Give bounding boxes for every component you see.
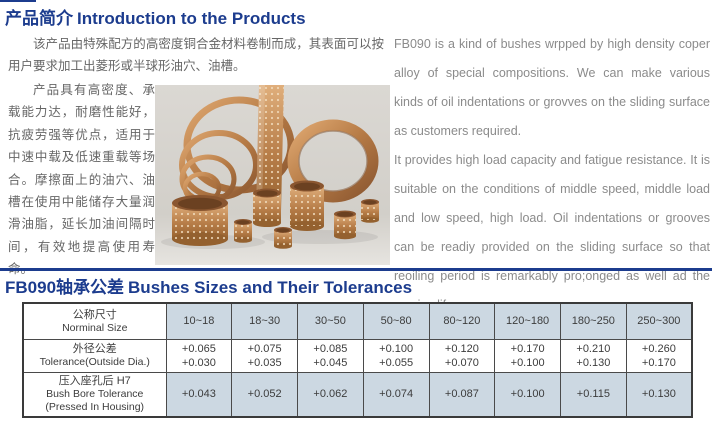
section-divider-rule (0, 268, 712, 271)
tolerances-section-title: FB090轴承公差 Bushes Sizes and Their Toleranc… (5, 273, 412, 298)
table-row-nominal-size: 公称尺寸 Norminal Size 10~18 18~30 30~50 50~… (22, 302, 693, 340)
bore-tolerance-cell: +0.130 (625, 371, 693, 418)
intro-section-title: 产品简介 Introduction to the Products (5, 4, 306, 29)
large-ring-right (287, 119, 379, 203)
intro-chinese-paragraph-1: 该产品由特殊配方的高密度铜合金材料卷制而成，其表面可以按用户要求加工出菱形或半球… (8, 37, 384, 73)
outside-dia-cell: +0.100 +0.055 (362, 338, 430, 373)
size-header-cell: 250~300 (625, 302, 693, 340)
perforated-copper-strip (256, 85, 284, 211)
intro-english-paragraph-2: It provides high load capacity and fatig… (394, 153, 710, 312)
table-row-bush-bore-tolerance: 压入座孔后 H7 Bush Bore Tolerance (Pressed In… (22, 371, 693, 418)
product-photo-bronze-bushings (155, 85, 390, 265)
outside-dia-cell: +0.170 +0.100 (494, 338, 561, 373)
intro-english-text: FB090 is a kind of bushes wrpped by high… (394, 30, 710, 320)
row-label-outside-diameter: 外径公差 Tolerance(Outside Dia.) (22, 338, 167, 373)
bore-tolerance-cell: +0.115 (560, 371, 627, 418)
bush-cylinder-medium-2 (290, 180, 324, 231)
row-label-bush-bore: 压入座孔后 H7 Bush Bore Tolerance (Pressed In… (22, 371, 167, 418)
bore-tolerance-cell: +0.087 (428, 371, 496, 418)
outside-dia-cell: +0.065 +0.030 (165, 338, 233, 373)
page-top-accent-mark (0, 0, 36, 2)
size-header-cell: 18~30 (231, 302, 298, 340)
size-header-cell: 30~50 (297, 302, 364, 340)
outside-dia-cell: +0.260 +0.170 (625, 338, 693, 373)
tolerances-title-zh: FB090轴承公差 (5, 278, 125, 297)
bush-cylinder-medium-1 (253, 188, 281, 227)
outside-dia-cell: +0.085 +0.045 (297, 338, 364, 373)
tolerances-title-en: Bushes Sizes and Their Tolerances (128, 278, 413, 297)
table-row-outside-diameter-tolerance: 外径公差 Tolerance(Outside Dia.) +0.065 +0.03… (22, 338, 693, 373)
bush-cylinder-small-group (234, 199, 379, 249)
outside-dia-cell: +0.210 +0.130 (560, 338, 627, 373)
intro-english-paragraph-1: FB090 is a kind of bushes wrpped by high… (394, 37, 710, 138)
intro-chinese-paragraph-2: 产品具有高密度、承载能力达，耐磨性能好，抗疲劳强等优点，适用于中速中载及低速重载… (8, 83, 155, 276)
tolerances-table: 公称尺寸 Norminal Size 10~18 18~30 30~50 50~… (22, 302, 693, 418)
bore-tolerance-cell: +0.043 (165, 371, 233, 418)
size-header-cell: 50~80 (362, 302, 430, 340)
bore-tolerance-cell: +0.100 (494, 371, 561, 418)
bore-tolerance-cell: +0.052 (231, 371, 298, 418)
intro-title-zh: 产品简介 (5, 9, 73, 28)
bush-cylinder-large (172, 195, 228, 246)
outside-dia-cell: +0.120 +0.070 (428, 338, 496, 373)
bore-tolerance-cell: +0.062 (297, 371, 364, 418)
intro-title-en: Introduction to the Products (77, 9, 306, 28)
size-header-cell: 120~180 (494, 302, 561, 340)
size-header-cell: 180~250 (560, 302, 627, 340)
outside-dia-cell: +0.075 +0.035 (231, 338, 298, 373)
bore-tolerance-cell: +0.074 (362, 371, 430, 418)
size-header-cell: 80~120 (428, 302, 496, 340)
size-header-cell: 10~18 (165, 302, 233, 340)
row-label-nominal-size: 公称尺寸 Norminal Size (22, 302, 167, 340)
